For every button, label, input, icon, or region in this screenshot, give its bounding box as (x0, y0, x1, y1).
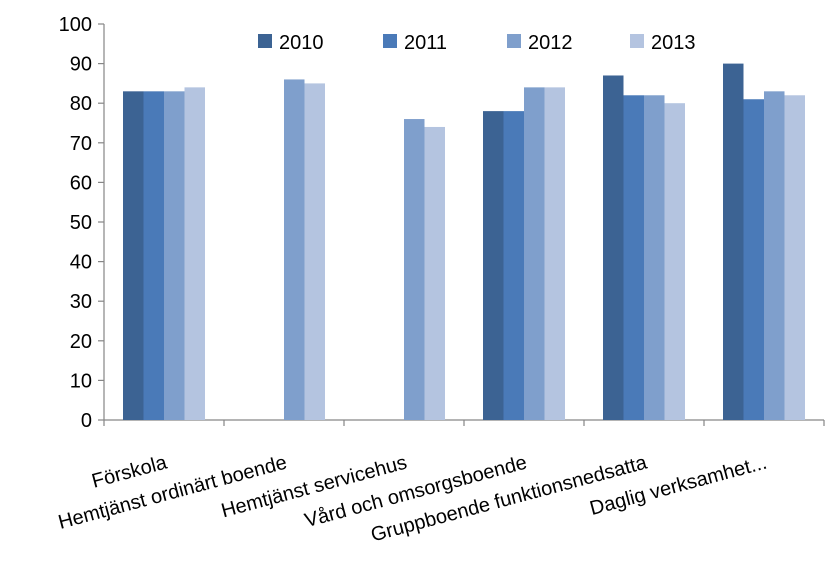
legend-swatch-2013 (630, 34, 644, 48)
y-tick-label: 0 (81, 410, 92, 432)
bar-2011-4 (623, 95, 644, 420)
y-tick-label: 60 (70, 172, 92, 194)
bar-2013-4 (664, 103, 685, 420)
legend-label-2011: 2011 (404, 32, 447, 54)
legend-label-2013: 2013 (651, 32, 696, 54)
bar-2012-0 (164, 91, 185, 420)
bar-2011-5 (743, 99, 764, 421)
y-tick-label: 70 (70, 133, 92, 155)
bar-2013-3 (544, 87, 565, 421)
bar-2013-1 (304, 83, 325, 421)
legend-swatch-2010 (258, 34, 272, 48)
bar-2012-3 (524, 87, 545, 421)
y-tick-label: 20 (70, 331, 92, 353)
legend-label-2010: 2010 (279, 32, 324, 54)
y-tick-label: 40 (70, 252, 92, 274)
y-tick-label: 30 (70, 291, 92, 313)
bar-2010-4 (603, 75, 624, 420)
bar-2010-0 (123, 91, 144, 420)
bars (123, 63, 805, 421)
bar-2012-2 (404, 119, 425, 420)
bar-2013-0 (184, 87, 205, 421)
bar-2011-0 (143, 91, 164, 420)
bar-2010-5 (723, 63, 744, 420)
bar-2011-3 (503, 111, 524, 421)
bar-2012-4 (644, 95, 665, 420)
bar-2012-1 (284, 79, 305, 420)
legend-swatch-2011 (383, 34, 397, 48)
y-tick-label: 50 (70, 212, 92, 234)
bar-2013-5 (784, 95, 805, 420)
y-tick-label: 90 (70, 54, 92, 76)
y-tick-label: 80 (70, 93, 92, 115)
legend-swatch-2012 (507, 34, 521, 48)
y-tick-label: 100 (59, 14, 92, 36)
bar-2010-3 (483, 111, 504, 421)
y-tick-label: 10 (70, 370, 92, 392)
legend: 2010 2011 2012 2013 (258, 32, 696, 54)
bar-2012-5 (764, 91, 785, 420)
bar-2013-2 (424, 126, 445, 421)
legend-label-2012: 2012 (528, 32, 573, 54)
